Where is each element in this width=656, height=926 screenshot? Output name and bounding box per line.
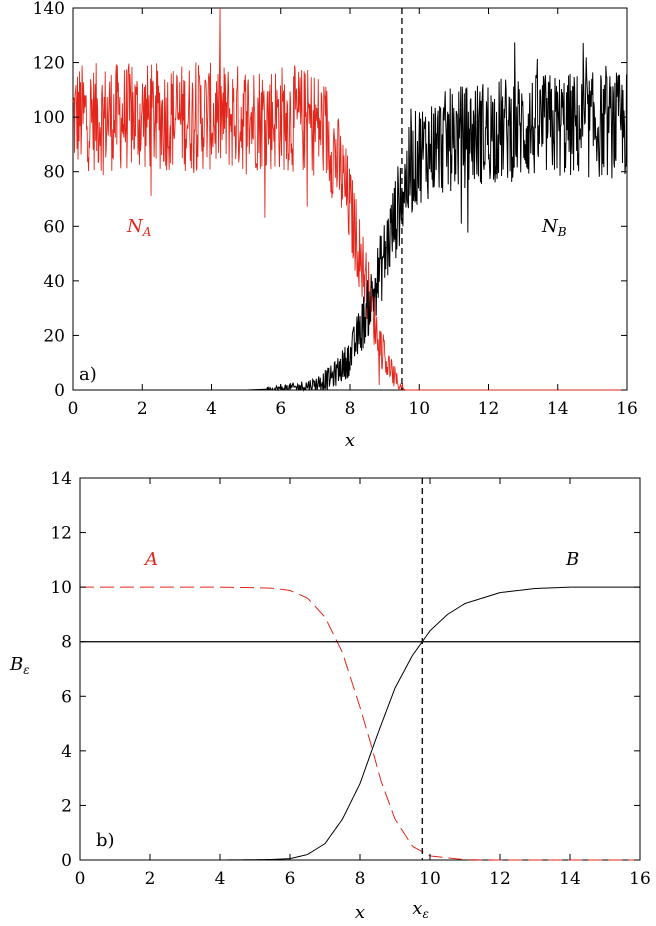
- panel-b-frame: [79, 477, 641, 861]
- panel-a-series: [72, 7, 628, 392]
- series-line-0-0: [72, 7, 627, 391]
- x-tick-label: 8: [345, 399, 356, 419]
- panel-a-x-axis-label: x: [345, 430, 355, 451]
- y-tick-label: 20: [43, 326, 65, 346]
- panel-a-ticks: 0 2 4 6 8 10 12 14 16 0 20 40 60 80 100 120 140: [33, 0, 638, 419]
- x-tick-label: 6: [285, 869, 296, 889]
- y-tick-label: 10: [50, 578, 72, 598]
- annotation-n-b-sub: B: [557, 225, 567, 239]
- x-tick-label: 8: [355, 869, 366, 889]
- x-tick-label: 10: [419, 869, 441, 889]
- x-tick-label: 0: [68, 399, 79, 419]
- annotation-n-b-base: N: [541, 216, 559, 237]
- panel-b-series: [80, 478, 640, 861]
- x-tick-label: 10: [408, 399, 430, 419]
- x-tick-label: 4: [206, 399, 217, 419]
- x-tick-label: 12: [489, 869, 511, 889]
- y-tick-label: 80: [43, 163, 65, 183]
- series-line-1-0: [80, 586, 640, 861]
- panel-b-y-axis-label-base: B: [9, 654, 23, 675]
- annotation-b: B: [565, 549, 579, 570]
- x-epsilon-label-base: x: [412, 898, 422, 919]
- x-tick-label: 4: [215, 869, 226, 889]
- y-tick-label: 6: [61, 687, 72, 707]
- y-tick-label: 140: [33, 0, 65, 19]
- annotation-a: A: [143, 549, 158, 570]
- y-tick-label: 12: [50, 524, 72, 544]
- y-tick-label: 60: [43, 217, 65, 237]
- x-tick-label: 2: [137, 399, 148, 419]
- x-epsilon-label-sub: ε: [422, 907, 428, 921]
- y-tick-label: 120: [33, 54, 65, 74]
- y-tick-label: 100: [33, 108, 65, 128]
- panel-b-tag: b): [96, 830, 115, 851]
- panel-b-x-axis-label: x: [355, 902, 365, 923]
- y-tick-label: 8: [61, 633, 72, 653]
- annotation-n-a-base: N: [126, 216, 144, 237]
- x-tick-label: 14: [547, 399, 569, 419]
- x-tick-label: 0: [75, 869, 86, 889]
- y-tick-label: 4: [61, 742, 72, 762]
- panel-a-tag: a): [79, 364, 97, 385]
- x-epsilon-label: xε: [412, 898, 429, 921]
- y-tick-label: 40: [43, 272, 65, 292]
- panel-b-y-axis-label-sub: ε: [23, 663, 29, 677]
- y-tick-label: 14: [50, 469, 72, 489]
- panel-b-ticks: 0 2 4 6 8 10 12 14 16 0 2 4 6 8 10 12 14: [50, 469, 650, 889]
- x-tick-label: 16: [616, 399, 638, 419]
- series-line-0-1: [73, 42, 628, 392]
- annotation-n-a: NA: [126, 216, 152, 239]
- x-tick-label: 6: [275, 399, 286, 419]
- panel-b-y-axis-label: Bε: [9, 654, 30, 677]
- annotation-n-b: NB: [541, 216, 567, 239]
- y-tick-label: 0: [61, 851, 72, 871]
- x-tick-label: 14: [559, 869, 581, 889]
- x-tick-label: 12: [478, 399, 500, 419]
- series-line-1-1: [80, 586, 640, 861]
- y-tick-label: 0: [54, 381, 65, 401]
- x-tick-label: 2: [145, 869, 156, 889]
- y-tick-label: 2: [61, 796, 72, 816]
- x-tick-label: 16: [629, 869, 651, 889]
- annotation-n-a-sub: A: [142, 225, 152, 239]
